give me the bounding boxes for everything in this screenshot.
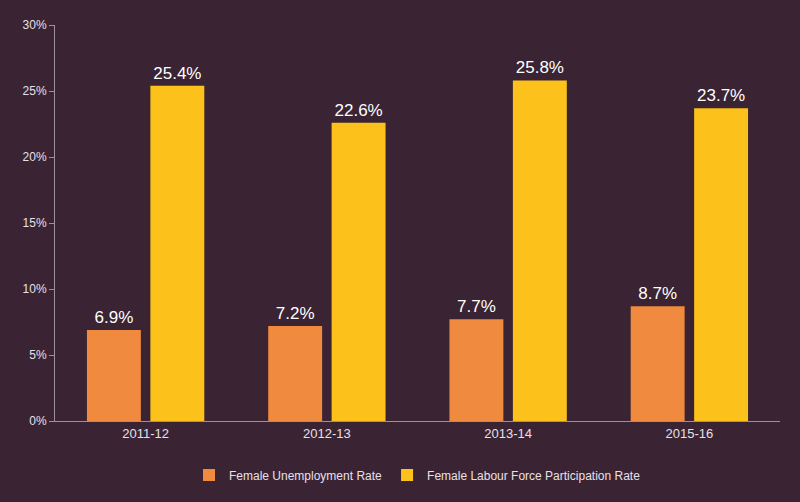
svg-text:2011-12: 2011-12	[122, 426, 169, 441]
svg-text:2012-13: 2012-13	[303, 426, 351, 441]
svg-text:7.2%: 7.2%	[276, 304, 315, 323]
svg-text:2015-16: 2015-16	[666, 426, 714, 441]
svg-text:10%: 10%	[23, 282, 47, 296]
svg-text:5%: 5%	[29, 348, 47, 362]
svg-text:25.4%: 25.4%	[153, 64, 201, 83]
svg-text:7.7%: 7.7%	[457, 297, 496, 316]
svg-text:15%: 15%	[23, 216, 47, 230]
svg-text:2013-14: 2013-14	[484, 426, 532, 441]
svg-text:6.9%: 6.9%	[95, 308, 134, 327]
svg-text:Female Unemployment Rate: Female Unemployment Rate	[229, 469, 382, 483]
svg-text:Female Labour Force Participat: Female Labour Force Participation Rate	[427, 469, 640, 483]
svg-text:8.7%: 8.7%	[638, 284, 677, 303]
svg-text:25%: 25%	[23, 84, 47, 98]
svg-text:23.7%: 23.7%	[697, 86, 745, 105]
svg-text:25.8%: 25.8%	[516, 58, 564, 77]
svg-text:20%: 20%	[23, 150, 47, 164]
svg-text:30%: 30%	[23, 18, 47, 32]
svg-text:0%: 0%	[29, 414, 47, 428]
svg-text:22.6%: 22.6%	[334, 101, 382, 120]
